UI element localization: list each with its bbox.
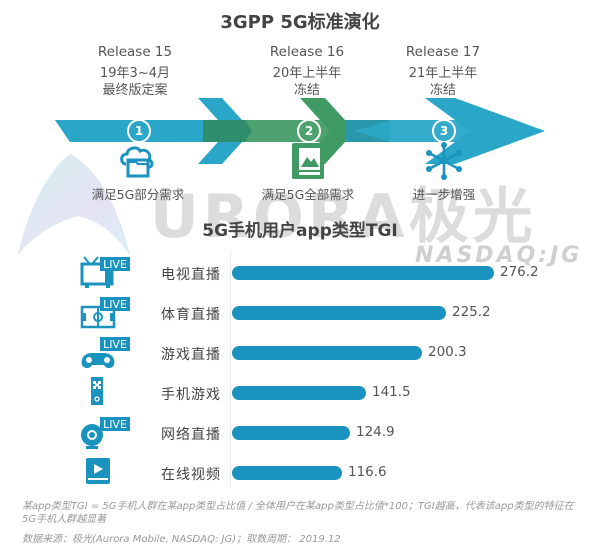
step-1-desc: 满足5G部分需求 xyxy=(91,187,185,202)
category-label: 在线视频 xyxy=(161,467,221,483)
step-1-badge: 1 xyxy=(127,119,151,143)
value-label: 276.2 xyxy=(500,264,539,280)
value-label: 225.2 xyxy=(452,304,491,320)
release-name: Release 17 xyxy=(405,44,481,60)
aurora-logo-watermark xyxy=(18,154,130,256)
release-date: 20年上半年 xyxy=(272,66,342,81)
webcam-live-icon: LIVE xyxy=(81,417,130,449)
value-label: 200.3 xyxy=(428,344,467,360)
release-status: 冻结 xyxy=(293,83,320,98)
network-snowflake-icon xyxy=(426,142,462,180)
video-play-icon xyxy=(86,458,110,484)
release-status: 冻结 xyxy=(429,83,456,98)
category-label: 电视直播 xyxy=(161,267,221,283)
chart-row: LIVE 游戏直播 200.3 xyxy=(0,335,600,375)
data-source: 数据来源：极光(Aurora Mobile, NASDAQ: JG)；取数周期：… xyxy=(22,534,341,545)
release-date: 21年上半年 xyxy=(408,66,478,81)
chart-row: 在线视频 116.6 xyxy=(0,455,600,495)
tv-live-icon: LIVE xyxy=(80,256,130,288)
bar-video-play xyxy=(232,466,342,480)
release-17-info: Release 17 21年上半年 冻结 xyxy=(388,44,498,99)
mobile-game-icon xyxy=(91,377,103,405)
footnote-tgi-definition: 某app类型TGI = 5G手机人群在某app类型占比值 / 全体用户在某app… xyxy=(22,501,574,525)
sports-live-icon: LIVE xyxy=(80,297,130,329)
picture-book-icon xyxy=(292,143,324,179)
svg-text:LIVE: LIVE xyxy=(103,298,127,311)
timeline-arrows xyxy=(55,98,545,164)
release-name: Release 16 xyxy=(269,44,345,60)
chart-axis-line xyxy=(230,250,231,488)
step-3-badge: 3 xyxy=(432,119,456,143)
chart-row: LIVE 网络直播 124.9 xyxy=(0,415,600,455)
watermark-brand: URORA极光 xyxy=(150,182,537,252)
category-label: 网络直播 xyxy=(161,427,221,443)
chart-title: 5G手机用户app类型TGI xyxy=(202,221,398,241)
svg-text:LIVE: LIVE xyxy=(103,338,127,351)
chart-row: LIVE 电视直播 276.2 xyxy=(0,255,600,295)
bar-tv-live xyxy=(232,266,494,280)
step-2-desc: 满足5G全部需求 xyxy=(261,187,355,202)
release-15-info: Release 15 19年3~4月 最终版定案 xyxy=(80,44,190,99)
bar-mobile-game xyxy=(232,386,366,400)
category-label: 体育直播 xyxy=(161,307,221,323)
bar-sports-live xyxy=(232,306,446,320)
value-label: 116.6 xyxy=(348,464,387,480)
timeline-title: 3GPP 5G标准演化 xyxy=(220,12,380,33)
release-date: 19年3~4月 xyxy=(100,66,170,81)
svg-text:LIVE: LIVE xyxy=(103,418,127,431)
release-status: 最终版定案 xyxy=(102,83,168,98)
gamepad-live-icon: LIVE xyxy=(81,337,130,368)
bar-webcam-live xyxy=(232,426,350,440)
value-label: 124.9 xyxy=(356,424,395,440)
bar-gamepad-live xyxy=(232,346,422,360)
svg-text:LIVE: LIVE xyxy=(103,258,127,271)
release-name: Release 15 xyxy=(97,44,173,60)
category-label: 手机游戏 xyxy=(161,387,221,403)
chart-row: LIVE 体育直播 225.2 xyxy=(0,295,600,335)
step-2-badge: 2 xyxy=(297,119,321,143)
cloud-folder-icon xyxy=(120,146,154,178)
step-3-desc: 进一步增强 xyxy=(412,187,476,202)
value-label: 141.5 xyxy=(372,384,411,400)
chart-row: 手机游戏 141.5 xyxy=(0,375,600,415)
watermark-nasdaq: NASDAQ:JG xyxy=(415,243,583,268)
release-16-info: Release 16 20年上半年 冻结 xyxy=(252,44,362,99)
category-label: 游戏直播 xyxy=(161,347,221,363)
